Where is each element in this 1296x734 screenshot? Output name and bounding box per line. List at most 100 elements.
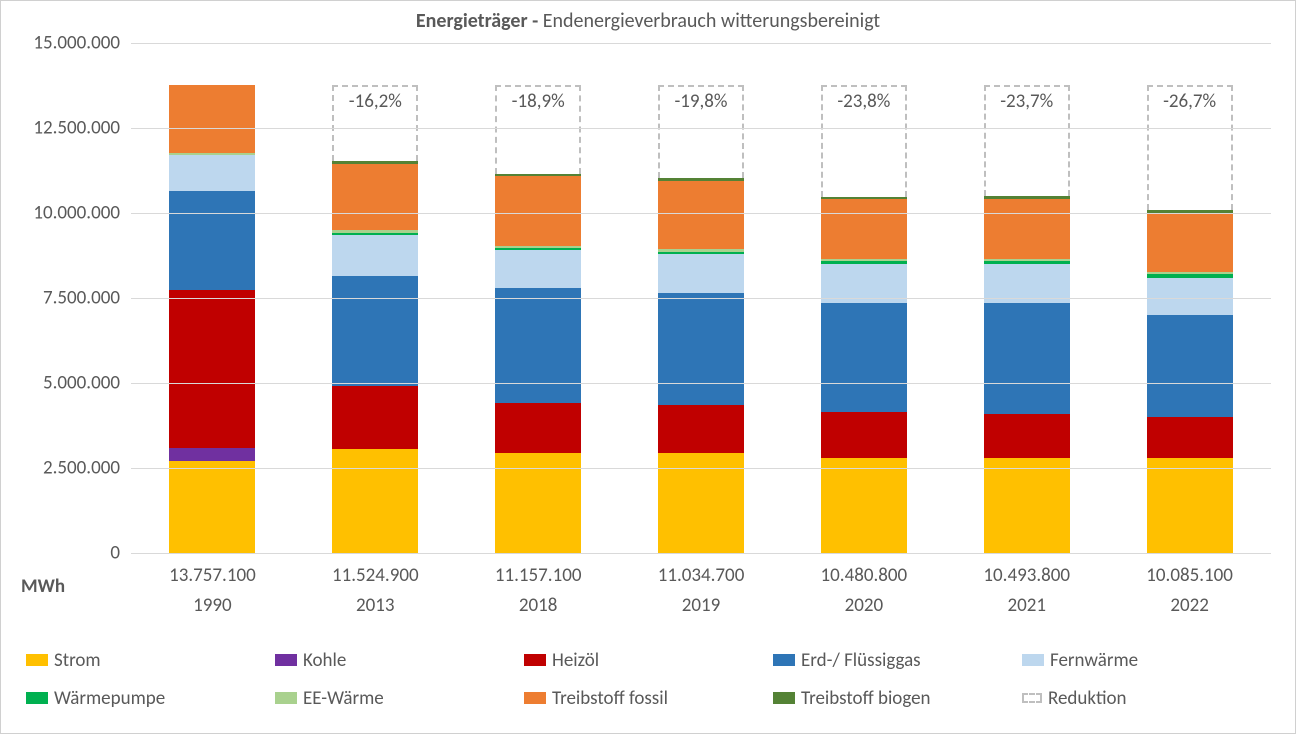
segment-strom — [984, 458, 1070, 553]
legend-item-waermepumpe: Wärmepumpe — [26, 679, 275, 717]
legend-swatch — [1022, 693, 1042, 703]
x-label-year: 2018 — [457, 591, 620, 621]
reduction-label: -23,7% — [1000, 90, 1053, 113]
x-label-total: 10.085.100 — [1108, 561, 1271, 591]
x-label-total: 11.157.100 — [457, 561, 620, 591]
x-label-total: 11.524.900 — [294, 561, 457, 591]
segment-kohle — [169, 448, 255, 462]
bar-stack — [495, 174, 581, 553]
segment-heizoel — [821, 412, 907, 458]
x-label: 11.034.7002019 — [620, 561, 783, 622]
reduction-label: -18,9% — [512, 90, 565, 113]
chart-title-rest: Endenergieverbrauch witterungsbereinigt — [543, 9, 880, 33]
segment-heizoel — [169, 290, 255, 448]
bar-stack — [1147, 210, 1233, 553]
legend-label: Treibstoff fossil — [552, 687, 668, 710]
x-label-year: 2020 — [782, 591, 945, 621]
segment-heizoel — [1147, 417, 1233, 458]
legend-swatch — [26, 654, 48, 666]
legend-label: Strom — [54, 649, 101, 672]
reduction-label: -23,8% — [837, 90, 890, 113]
gridline — [131, 43, 1271, 44]
legend-swatch — [524, 692, 546, 704]
chart-title-bold: Energieträger - — [416, 9, 543, 33]
legend-item-strom: Strom — [26, 641, 275, 679]
x-label: 10.480.8002020 — [782, 561, 945, 622]
x-label-year: 2022 — [1108, 591, 1271, 621]
x-label-total: 13.757.100 — [131, 561, 294, 591]
segment-treibstoff_fossil — [332, 164, 418, 230]
legend-label: Fernwärme — [1050, 649, 1138, 672]
segment-strom — [169, 461, 255, 553]
legend-label: Heizöl — [552, 649, 599, 672]
legend-item-treibstoff_fossil: Treibstoff fossil — [524, 679, 773, 717]
legend-item-ee_waerme: EE-Wärme — [275, 679, 524, 717]
legend-item-reduktion: Reduktion — [1022, 679, 1271, 717]
x-label: 11.524.9002013 — [294, 561, 457, 622]
segment-erdgas — [1147, 315, 1233, 417]
legend-item-heizoel: Heizöl — [524, 641, 773, 679]
x-label-total: 10.480.800 — [782, 561, 945, 591]
segment-strom — [1147, 458, 1233, 553]
x-label-total: 11.034.700 — [620, 561, 783, 591]
segment-heizoel — [658, 405, 744, 453]
plot-area: -16,2% -18,9% -19,8% -23,8% -23,7% -26,7% — [131, 43, 1271, 553]
segment-treibstoff_fossil — [495, 176, 581, 245]
legend-label: EE-Wärme — [303, 687, 384, 710]
bar-stack — [821, 197, 907, 553]
gridline — [131, 383, 1271, 384]
legend-item-kohle: Kohle — [275, 641, 524, 679]
segment-fernwaerme — [332, 235, 418, 276]
legend-swatch — [1022, 654, 1044, 666]
legend-swatch — [26, 692, 48, 704]
chart-title: Energieträger - Endenergieverbrauch witt… — [1, 9, 1295, 33]
reduction-label: -16,2% — [349, 90, 402, 113]
x-axis-labels: 13.757.100199011.524.900201311.157.10020… — [131, 561, 1271, 622]
segment-treibstoff_fossil — [821, 199, 907, 258]
segment-heizoel — [984, 414, 1070, 458]
segment-strom — [821, 458, 907, 553]
segment-erdgas — [332, 276, 418, 387]
y-tick-label: 5.000.000 — [10, 372, 120, 395]
y-tick-label: 10.000.000 — [10, 202, 120, 225]
legend-label: Reduktion — [1048, 687, 1127, 710]
legend: Strom Kohle Heizöl Erd-/ Flüssiggas Fernwärm… — [26, 641, 1272, 717]
legend-item-erdgas: Erd-/ Flüssiggas — [773, 641, 1022, 679]
segment-strom — [332, 449, 418, 553]
gridline — [131, 298, 1271, 299]
segment-erdgas — [821, 303, 907, 412]
segment-erdgas — [495, 288, 581, 404]
legend-label: Treibstoff biogen — [801, 687, 931, 710]
chart-container: Energieträger - Endenergieverbrauch witt… — [0, 0, 1296, 734]
x-label-year: 2013 — [294, 591, 457, 621]
bar-stack — [984, 196, 1070, 553]
segment-treibstoff_fossil — [658, 181, 744, 249]
bar-stack — [169, 85, 255, 553]
x-label-year: 2021 — [945, 591, 1108, 621]
legend-swatch — [275, 654, 297, 666]
segment-erdgas — [169, 191, 255, 290]
segment-heizoel — [495, 403, 581, 452]
y-tick-label: 7.500.000 — [10, 287, 120, 310]
gridline — [131, 128, 1271, 129]
gridline — [131, 213, 1271, 214]
legend-item-fernwaerme: Fernwärme — [1022, 641, 1271, 679]
segment-heizoel — [332, 386, 418, 449]
x-label: 10.085.1002022 — [1108, 561, 1271, 622]
x-label: 13.757.1001990 — [131, 561, 294, 622]
segment-fernwaerme — [495, 250, 581, 287]
segment-fernwaerme — [1147, 278, 1233, 315]
x-label: 11.157.1002018 — [457, 561, 620, 622]
reduction-label: -19,8% — [674, 90, 727, 113]
reduction-label: -26,7% — [1163, 90, 1216, 113]
segment-erdgas — [658, 293, 744, 405]
legend-label: Erd-/ Flüssiggas — [801, 649, 921, 672]
segment-treibstoff_fossil — [984, 199, 1070, 259]
unit-label: MWh — [21, 575, 65, 598]
x-label-year: 2019 — [620, 591, 783, 621]
x-label-year: 1990 — [131, 591, 294, 621]
y-tick-label: 2.500.000 — [10, 457, 120, 480]
y-tick-label: 0 — [10, 542, 120, 565]
legend-label: Kohle — [303, 649, 346, 672]
legend-swatch — [275, 692, 297, 704]
